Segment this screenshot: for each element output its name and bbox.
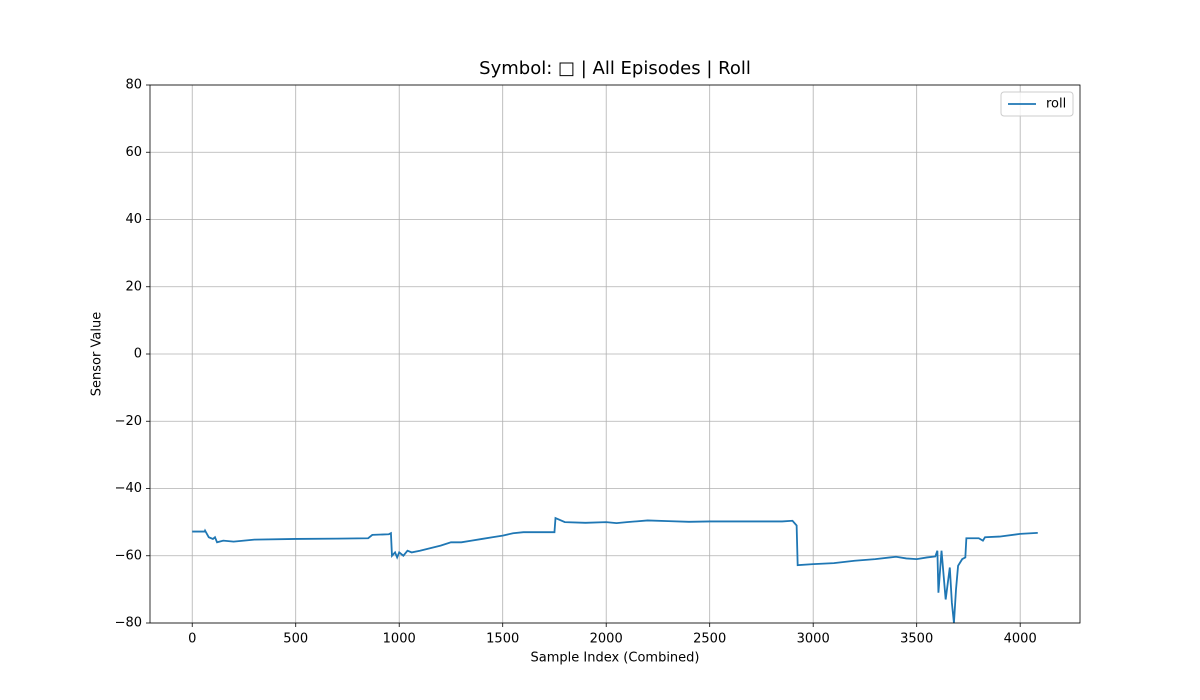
plot-frame — [149, 84, 1081, 624]
x-tick-label: 500 — [283, 632, 308, 647]
legend-label: roll — [1046, 97, 1066, 112]
y-axis-label: Sensor Value — [90, 312, 105, 396]
x-tick-label: 0 — [188, 632, 196, 647]
y-tick-label: −20 — [115, 414, 142, 429]
y-tick-label: −80 — [115, 616, 142, 631]
y-tick-label: −40 — [115, 481, 142, 496]
y-tick-label: 80 — [125, 78, 142, 93]
x-tick-label: 2000 — [590, 632, 623, 647]
x-tick-label: 3000 — [797, 632, 830, 647]
y-tick-label: 60 — [125, 145, 142, 160]
x-tick-label: 2500 — [693, 632, 726, 647]
y-tick-label: 40 — [125, 212, 142, 227]
y-tick-label: −60 — [115, 548, 142, 563]
y-tick-label: 0 — [134, 347, 142, 362]
y-tick-label: 20 — [125, 279, 142, 294]
data-line — [192, 516, 1038, 623]
x-tick-label: 1000 — [383, 632, 416, 647]
legend-box — [1000, 91, 1074, 117]
x-tick-label: 1500 — [486, 632, 519, 647]
x-tick-label: 3500 — [900, 632, 933, 647]
x-tick-label: 4000 — [1004, 632, 1037, 647]
x-axis-label: Sample Index (Combined) — [531, 651, 700, 666]
chart-title: Symbol: □ | All Episodes | Roll — [479, 58, 751, 79]
